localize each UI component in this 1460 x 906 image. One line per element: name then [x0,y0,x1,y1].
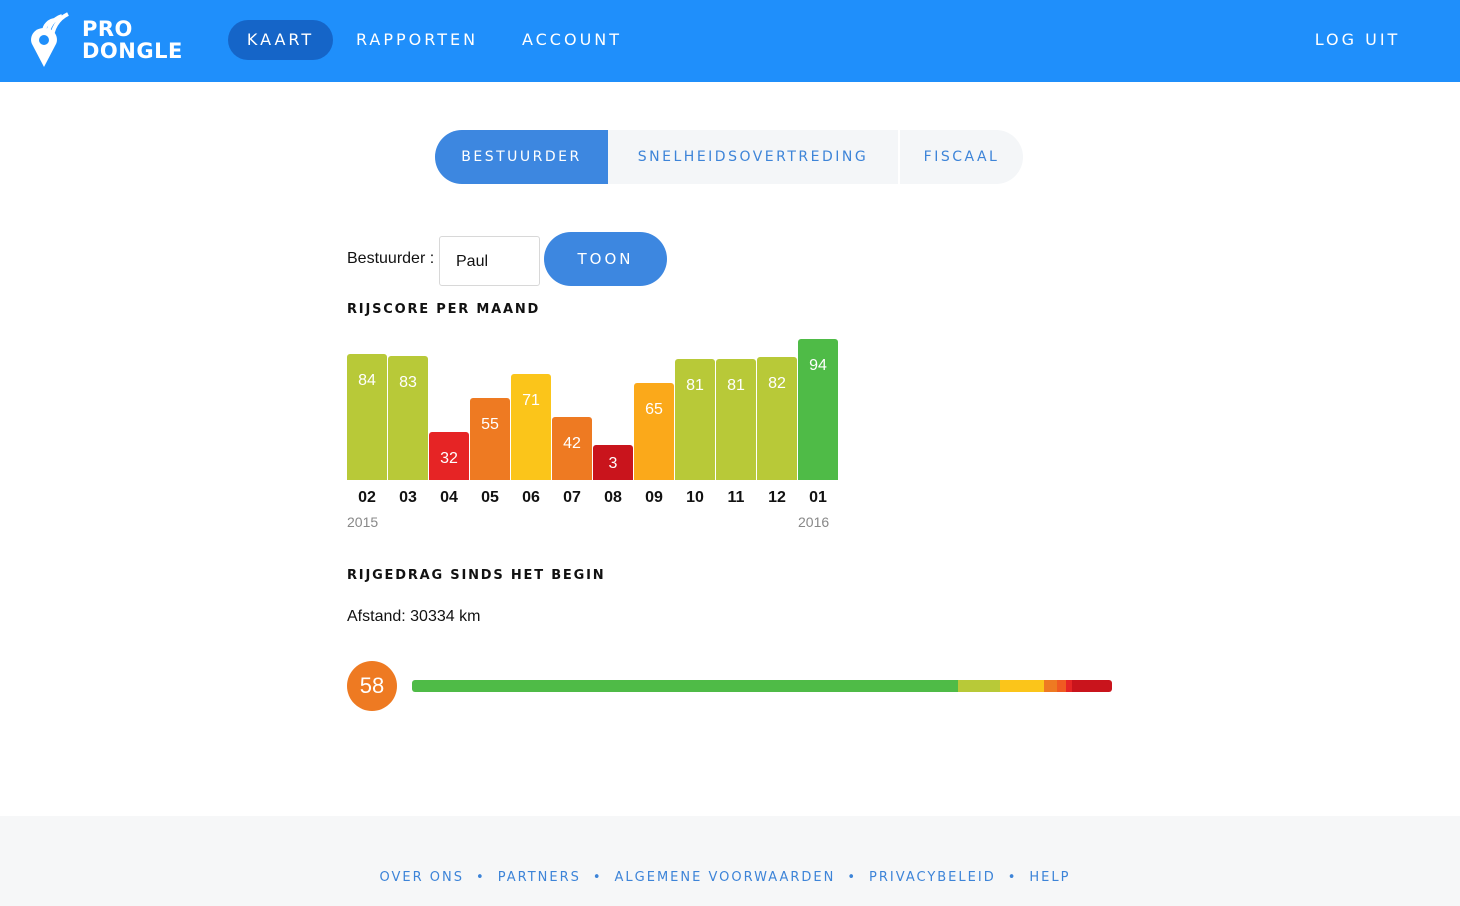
score-bar-04[interactable]: 32 [429,432,469,480]
score-bar-value: 81 [686,376,704,394]
location-signal-icon [31,12,69,67]
month-tick-label: 07 [563,489,581,506]
footer-separator: • [847,870,858,885]
month-tick-label: 09 [645,489,663,506]
month-tick-label: 12 [768,489,786,506]
score-bar-value: 65 [645,400,663,418]
tab-divider [898,130,900,184]
distribution-segment [1000,680,1045,692]
nav-rapporten[interactable]: RAPPORTEN [355,30,479,49]
footer-link-privacybeleid[interactable]: PRIVACYBELEID [869,870,996,885]
month-tick-label: 03 [399,489,417,506]
tab-fiscaal[interactable]: FISCAAL [923,149,1000,165]
month-tick-label: 06 [522,489,540,506]
score-bar-value: 42 [563,435,581,452]
score-bar-02[interactable]: 84 [347,354,387,480]
driver-label: Bestuurder : [347,250,435,267]
year-label-end: 2016 [798,514,830,530]
score-bar-value: 82 [768,375,786,392]
distribution-segment [1072,680,1112,692]
month-tick-label: 11 [727,489,745,506]
monthly-score-chart: 84 02 83 03 32 04 55 05 71 06 42 07 3 08 65 09 81 10 81 11 8… [347,330,847,540]
overall-behavior-title: RIJGEDRAG SINDS HET BEGIN [347,568,606,583]
footer-link-over-ons[interactable]: OVER ONS [379,870,465,885]
footer-separator: • [592,870,603,885]
score-bar-value: 94 [809,357,827,374]
logo[interactable]: PRO DONGLE [28,10,198,70]
monthly-score-title: RIJSCORE PER MAAND [347,302,541,317]
footer-separator: • [1007,870,1018,885]
distribution-segment [1056,680,1066,692]
nav-account[interactable]: ACCOUNT [521,30,623,49]
nav-kaart[interactable]: KAART [228,20,333,60]
footer-link-help[interactable]: HELP [1029,870,1071,885]
distance-text: Afstand: 30334 km [347,608,481,625]
score-bar-10[interactable]: 81 [675,358,715,480]
score-bar-07[interactable]: 42 [552,417,592,480]
score-bar-06[interactable]: 71 [511,373,551,480]
tab-snelheidsovertreding[interactable]: SNELHEIDSOVERTREDING [637,149,869,165]
score-bar-value: 83 [399,373,417,391]
score-bar-01[interactable]: 94 [798,339,838,480]
month-tick-label: 02 [358,489,376,506]
distribution-segment [958,680,1000,692]
top-navigation-bar: PRO DONGLE KAART RAPPORTEN ACCOUNT LOG U… [0,0,1460,82]
footer: OVER ONS • PARTNERS • ALGEMENE VOORWAARDEN • P… [0,816,1460,906]
report-tabs: BESTUURDER SNELHEIDSOVERTREDING FISCAAL [435,130,1023,184]
distribution-segment [1044,680,1057,692]
toon-button[interactable]: TOON [544,232,667,286]
score-distribution-bar [412,680,1112,692]
logo-text: PRO DONGLE [82,18,183,62]
month-tick-label: 01 [809,489,827,506]
distribution-segment [1065,680,1073,692]
footer-separator: • [476,870,486,885]
score-bar-value: 71 [522,391,540,409]
tab-bestuurder[interactable]: BESTUURDER [435,130,608,184]
month-tick-label: 08 [604,489,622,506]
month-tick-label: 05 [481,489,499,506]
score-bar-08[interactable]: 3 [593,445,633,480]
logo-line-1: PRO [82,17,133,41]
score-bar-value: 84 [358,372,376,389]
logo-line-2: DONGLE [82,39,183,63]
score-bar-05[interactable]: 55 [470,397,510,480]
score-bar-03[interactable]: 83 [388,355,428,480]
distribution-segment [412,680,958,692]
score-bar-12[interactable]: 82 [757,357,797,480]
footer-links: OVER ONS • PARTNERS • ALGEMENE VOORWAARDEN • P… [0,870,1450,885]
score-bar-value: 3 [608,455,618,472]
score-bar-value: 81 [727,376,745,394]
score-bar-11[interactable]: 81 [716,358,756,480]
score-bar-value: 55 [481,415,499,433]
year-label-start: 2015 [347,514,379,530]
driver-select[interactable]: Paul [439,236,540,286]
overall-score-badge: 58 [347,661,397,711]
month-tick-label: 10 [686,489,704,506]
logout-link[interactable]: LOG UIT [1314,30,1401,49]
month-tick-label: 04 [440,489,458,506]
score-bar-09[interactable]: 65 [634,382,674,480]
footer-link-algemene-voorwaarden[interactable]: ALGEMENE VOORWAARDEN [614,870,836,885]
score-bar-value: 32 [440,450,458,467]
footer-link-partners[interactable]: PARTNERS [497,870,581,885]
